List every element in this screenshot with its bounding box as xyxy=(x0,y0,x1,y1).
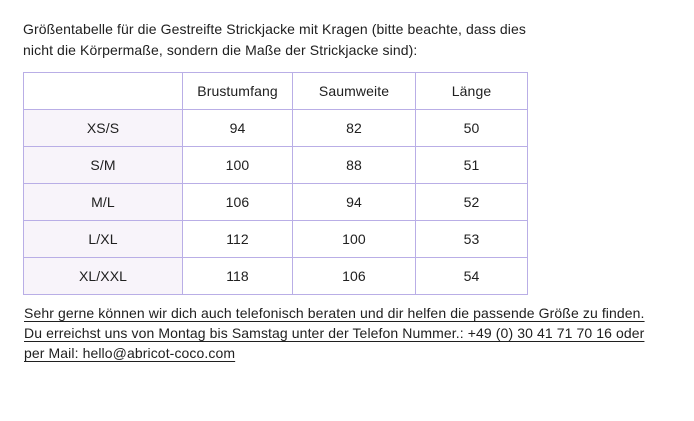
laenge-value: 52 xyxy=(415,183,528,221)
column-header-saumweite: Saumweite xyxy=(292,72,416,110)
table-header-row: Brustumfang Saumweite Länge xyxy=(23,72,528,110)
saumweite-value: 106 xyxy=(292,257,416,295)
brustumfang-value: 106 xyxy=(182,183,293,221)
laenge-value: 50 xyxy=(415,109,528,147)
contact-line-email[interactable]: per Mail: hello@abricot-coco.com xyxy=(24,345,236,361)
brustumfang-value: 118 xyxy=(182,257,293,295)
laenge-value: 53 xyxy=(415,220,528,258)
table-row-s-m: S/M 100 88 51 xyxy=(23,146,528,184)
laenge-value: 54 xyxy=(415,257,528,295)
table-row-m-l: M/L 106 94 52 xyxy=(23,183,528,221)
saumweite-value: 94 xyxy=(292,183,416,221)
laenge-value: 51 xyxy=(415,146,528,184)
intro-line-2: nicht die Körpermaße, sondern die Maße d… xyxy=(23,42,418,58)
saumweite-value: 82 xyxy=(292,109,416,147)
column-header-laenge: Länge xyxy=(415,72,528,110)
brustumfang-value: 100 xyxy=(182,146,293,184)
column-header-size xyxy=(23,72,183,110)
column-header-brustumfang: Brustumfang xyxy=(182,72,293,110)
contact-text: Sehr gerne können wir dich auch telefoni… xyxy=(24,303,670,363)
size-label: XL/XXL xyxy=(23,257,183,295)
brustumfang-value: 94 xyxy=(182,109,293,147)
table-row-l-xl: L/XL 112 100 53 xyxy=(23,220,528,258)
size-label: L/XL xyxy=(23,220,183,258)
intro-line-1: Größentabelle für die Gestreifte Strickj… xyxy=(23,21,527,37)
brustumfang-value: 112 xyxy=(182,220,293,258)
size-label: S/M xyxy=(23,146,183,184)
saumweite-value: 88 xyxy=(292,146,416,184)
table-row-xl-xxl: XL/XXL 118 106 54 xyxy=(23,257,528,295)
size-table: Brustumfang Saumweite Länge XS/S 94 82 5… xyxy=(23,72,528,295)
table-row-xs-s: XS/S 94 82 50 xyxy=(23,109,528,147)
contact-line-advice[interactable]: Sehr gerne können wir dich auch telefoni… xyxy=(24,305,645,321)
saumweite-value: 100 xyxy=(292,220,416,258)
contact-line-phone[interactable]: Du erreichst uns von Montag bis Samstag … xyxy=(24,325,645,341)
size-guide-page: Größentabelle für die Gestreifte Strickj… xyxy=(23,19,670,363)
size-label: M/L xyxy=(23,183,183,221)
intro-text: Größentabelle für die Gestreifte Strickj… xyxy=(23,19,670,61)
size-label: XS/S xyxy=(23,109,183,147)
